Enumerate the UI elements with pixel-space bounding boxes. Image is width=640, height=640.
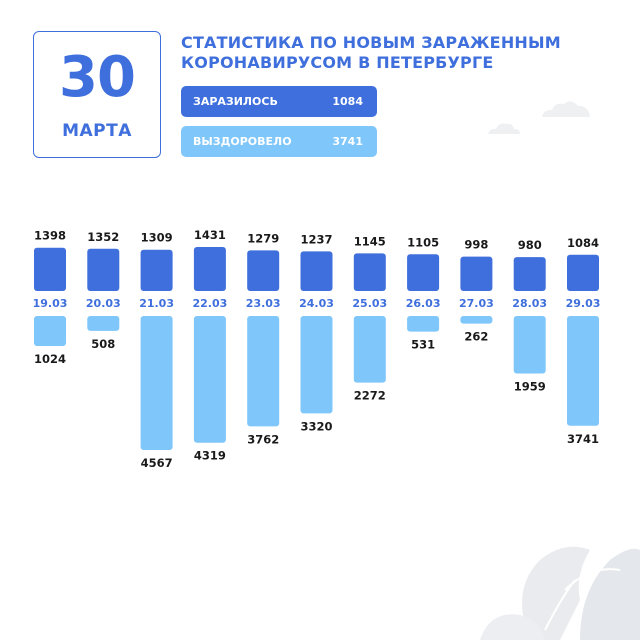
legend-recovered-label: ВЫЗДОРОВЕЛО xyxy=(193,135,292,148)
infected-value-label: 1431 xyxy=(194,228,226,242)
recovered-bar xyxy=(353,316,386,383)
recovered-value-label: 3762 xyxy=(247,432,279,446)
date-label: 19.03 xyxy=(33,297,68,310)
recovered-value-label: 262 xyxy=(464,330,488,344)
infected-bar xyxy=(353,253,386,291)
cloud-icon xyxy=(542,101,590,117)
recovered-value-label: 1959 xyxy=(514,379,546,393)
date-label: 25.03 xyxy=(352,297,387,310)
infected-bar xyxy=(567,254,599,291)
infected-bar xyxy=(34,247,66,291)
date-label: 20.03 xyxy=(86,297,121,310)
leaves-decoration-icon xyxy=(480,546,640,640)
infected-bar xyxy=(193,247,226,291)
legend-recovered-value: 3741 xyxy=(332,135,363,148)
recovered-bar xyxy=(300,316,333,414)
infected-bar xyxy=(300,251,333,291)
title-line-2: КОРОНАВИРУСОМ В ПЕТЕРБУРГЕ xyxy=(181,53,494,72)
recovered-bar xyxy=(193,316,226,443)
infected-value-label: 998 xyxy=(464,238,488,252)
date-label: 21.03 xyxy=(139,297,174,310)
recovered-bar xyxy=(513,316,546,374)
infected-value-label: 1105 xyxy=(407,235,439,249)
recovered-bar xyxy=(140,316,173,450)
date-label: 23.03 xyxy=(246,297,281,310)
date-label: 26.03 xyxy=(406,297,441,310)
recovered-value-label: 531 xyxy=(411,338,435,352)
title-line-1: СТАТИСТИКА ПО НОВЫМ ЗАРАЖЕННЫМ xyxy=(181,33,561,52)
legend-infected-value: 1084 xyxy=(332,95,363,108)
infected-value-label: 980 xyxy=(518,238,542,252)
recovered-value-label: 4567 xyxy=(141,456,173,470)
infected-bar xyxy=(513,257,546,291)
infected-bar xyxy=(407,254,440,291)
infected-bar xyxy=(87,248,120,291)
legend-infected: ЗАРАЗИЛОСЬ 1084 xyxy=(181,86,377,117)
recovered-bar xyxy=(34,316,66,347)
date-day: 30 xyxy=(59,45,136,110)
infected-value-label: 1279 xyxy=(247,231,279,245)
infected-bar xyxy=(140,249,173,291)
infected-value-label: 1352 xyxy=(87,230,119,244)
recovered-value-label: 3741 xyxy=(567,432,599,446)
infected-value-label: 1145 xyxy=(354,234,386,248)
date-label: 27.03 xyxy=(459,297,494,310)
recovered-value-label: 2272 xyxy=(354,389,386,403)
cloud-icon xyxy=(488,123,520,134)
recovered-bar xyxy=(567,316,599,426)
infected-value-label: 1398 xyxy=(34,229,66,243)
date-box: 30 МАРТА xyxy=(33,31,161,158)
recovered-bar xyxy=(460,316,493,324)
recovered-value-label: 1024 xyxy=(34,352,66,366)
infected-bar xyxy=(247,250,280,291)
date-label: 22.03 xyxy=(193,297,228,310)
recovered-bar xyxy=(247,316,280,427)
recovered-value-label: 4319 xyxy=(194,449,226,463)
legend-recovered: ВЫЗДОРОВЕЛО 3741 xyxy=(181,126,377,157)
recovered-value-label: 508 xyxy=(91,337,115,351)
infected-value-label: 1237 xyxy=(300,232,332,246)
recovered-value-label: 3320 xyxy=(300,419,332,433)
date-label: 29.03 xyxy=(566,297,601,310)
recovered-bar xyxy=(407,316,440,332)
infected-bar xyxy=(460,256,493,291)
date-label: 28.03 xyxy=(512,297,547,310)
date-month: МАРТА xyxy=(62,121,132,141)
legend-infected-label: ЗАРАЗИЛОСЬ xyxy=(193,95,278,108)
date-label: 24.03 xyxy=(299,297,334,310)
infected-value-label: 1309 xyxy=(141,231,173,245)
recovered-bar xyxy=(87,316,120,331)
page-title: СТАТИСТИКА ПО НОВЫМ ЗАРАЖЕННЫМ КОРОНАВИР… xyxy=(181,33,601,73)
infected-value-label: 1084 xyxy=(567,236,599,250)
